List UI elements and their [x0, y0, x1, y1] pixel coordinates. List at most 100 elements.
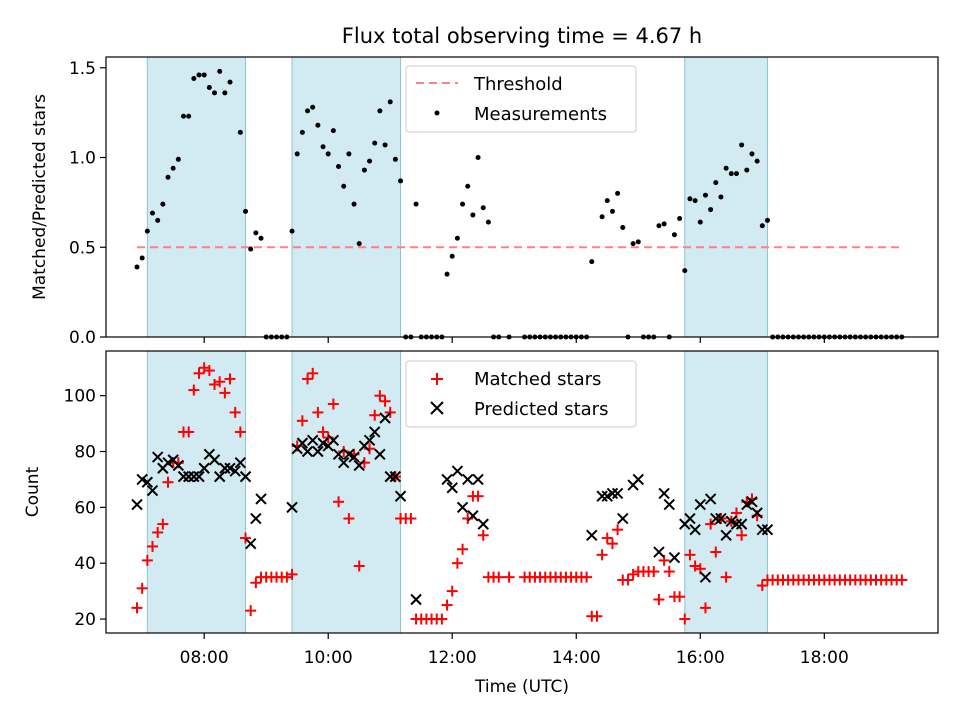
predicted-point	[286, 501, 298, 514]
measurement-point	[336, 163, 342, 169]
matched-point	[653, 593, 665, 605]
matched-point	[245, 605, 257, 617]
top-legend-label-0: Threshold	[473, 74, 563, 95]
predicted-point	[658, 487, 670, 500]
measurement-point	[150, 210, 156, 216]
predicted-point	[456, 501, 469, 514]
predicted-point	[239, 470, 252, 483]
predicted-point	[596, 490, 608, 502]
matched-point	[581, 571, 593, 583]
measurement-point	[201, 72, 207, 78]
matched-point	[736, 529, 748, 541]
matched-point	[203, 365, 215, 377]
measurement-point	[253, 230, 259, 236]
predicted-point	[394, 490, 407, 502]
measurement-point	[759, 223, 765, 229]
matched-point	[353, 560, 365, 572]
predicted-point	[699, 571, 712, 583]
shaded-interval	[684, 350, 768, 634]
matched-point	[705, 518, 717, 530]
predicted-point	[353, 459, 365, 472]
bottom-legend: Matched stars Predicted stars	[405, 360, 637, 428]
measurement-point	[754, 158, 760, 164]
y-tick-label: 0.0	[69, 328, 96, 348]
predicted-point	[451, 465, 464, 477]
predicted-point	[369, 426, 381, 438]
measurement-point	[289, 228, 295, 234]
predicted-point	[441, 473, 453, 486]
measurement-point	[258, 235, 264, 241]
measurement-point	[609, 208, 615, 214]
predicted-point	[384, 470, 396, 483]
predicted-point	[653, 546, 665, 558]
measurement-point	[134, 264, 140, 270]
matched-point	[369, 409, 381, 421]
predicted-point	[689, 523, 701, 536]
measurement-point	[227, 79, 233, 85]
measurement-point	[160, 201, 166, 207]
matched-point	[234, 426, 246, 438]
top-axes-frame	[105, 56, 939, 338]
measurement-point	[713, 180, 719, 186]
measurement-point	[387, 99, 393, 105]
matched-point	[674, 591, 686, 603]
matched-point	[720, 571, 732, 583]
measurement-point	[682, 268, 688, 274]
matched-point	[379, 395, 391, 407]
measurement-point	[341, 183, 347, 189]
measurement-point	[687, 196, 693, 202]
matched-point	[281, 571, 293, 583]
measurement-point	[589, 259, 595, 265]
predicted-legend-handle	[430, 401, 444, 415]
top-legend-box	[405, 65, 637, 133]
predicted-point	[374, 448, 386, 461]
measurement-point	[155, 217, 161, 223]
matched-point	[663, 566, 675, 578]
predicted-point	[151, 451, 164, 463]
measurement-point	[661, 221, 667, 227]
predicted-point	[141, 476, 154, 488]
matched-point	[183, 426, 195, 438]
shaded-interval	[684, 56, 768, 338]
matched-point	[302, 373, 314, 385]
predicted-point	[746, 496, 758, 508]
predicted-point	[751, 507, 763, 519]
matched-point	[679, 613, 691, 625]
measurement-point	[377, 108, 383, 114]
predicted-point	[327, 434, 340, 447]
matched-point	[219, 387, 231, 399]
measurement-point	[237, 129, 243, 135]
measurement-point	[165, 174, 171, 180]
measurement-point	[191, 76, 197, 82]
measurement-point	[367, 158, 373, 164]
measurement-point	[248, 246, 254, 252]
predicted-point	[312, 445, 324, 458]
measurement-point	[356, 241, 362, 247]
measurement-point	[599, 214, 605, 220]
measurement-legend-handle	[434, 110, 440, 116]
matched-point	[317, 426, 329, 438]
measurement-point	[465, 183, 471, 189]
measurement-point	[392, 156, 398, 162]
chart-title: Flux total observing time = 4.67 h	[342, 24, 702, 48]
measurement-point	[733, 171, 739, 177]
measurement-point	[485, 219, 491, 225]
matched-point	[596, 549, 608, 561]
x-tick-label: 16:00	[676, 648, 725, 668]
matched-point	[136, 582, 148, 594]
measurement-point	[346, 151, 352, 157]
matched-point	[405, 513, 417, 525]
predicted-point	[756, 523, 769, 536]
predicted-point	[715, 512, 727, 525]
predicted-point	[172, 459, 185, 472]
matched-point	[296, 415, 308, 427]
x-tick-label: 14:00	[552, 648, 601, 668]
measurement-point	[139, 255, 145, 261]
matched-point	[214, 376, 226, 388]
matched-point	[606, 538, 618, 550]
matched-point	[147, 540, 159, 552]
predicted-point	[363, 434, 376, 447]
matched-point	[384, 406, 396, 418]
measurement-point	[470, 212, 476, 218]
predicted-point	[219, 462, 231, 474]
